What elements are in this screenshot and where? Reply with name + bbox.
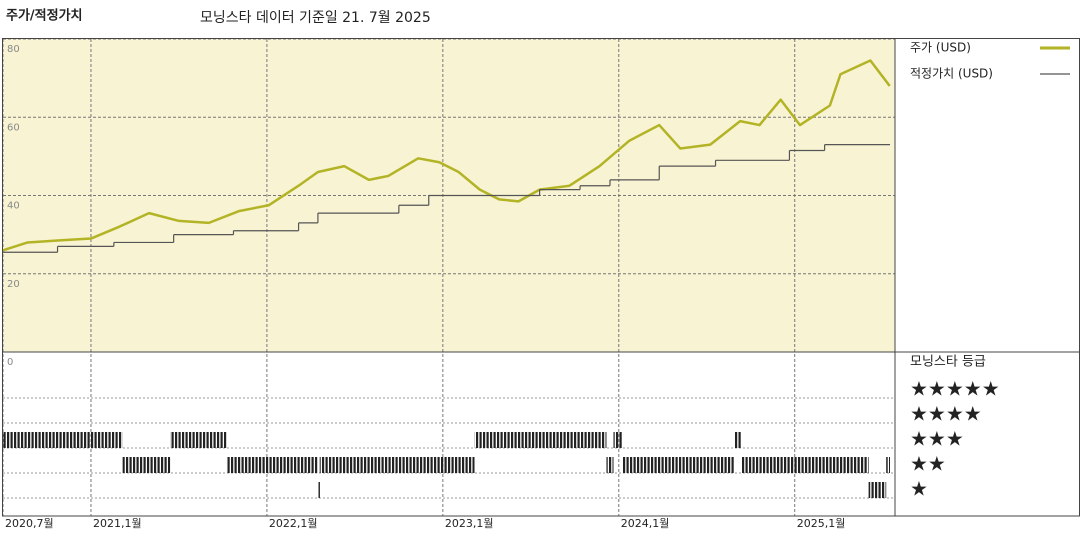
legend-label: 적정가치 (USD) [910, 67, 993, 81]
rating-bar [606, 457, 614, 473]
y-tick-label: 40 [7, 201, 20, 212]
chart-subtitle: 모닝스타 데이터 기준일 21. 7월 2025 [200, 10, 431, 26]
rating-bar [170, 432, 227, 448]
rating-bar [317, 482, 320, 498]
rating-bar [226, 457, 318, 473]
x-tick-label: 2022,1월 [269, 517, 318, 530]
chart-title: 주가/적정가치 [6, 8, 83, 24]
rating-level: ★★★★ [910, 402, 982, 426]
x-tick-label: 2023,1월 [445, 517, 494, 530]
rating-level: ★ [910, 477, 928, 501]
rating-bar [613, 432, 623, 448]
rating-bar [474, 432, 607, 448]
rating-bar [734, 432, 742, 448]
legend-label: 주가 (USD) [910, 41, 971, 55]
y-tick-label: 0 [7, 357, 13, 368]
rating-level: ★★ [910, 452, 946, 476]
y-tick-label: 60 [7, 122, 20, 133]
rating-level: ★★★★★ [910, 377, 1000, 401]
y-tick-label: 80 [7, 44, 20, 55]
rating-bar [622, 457, 735, 473]
x-tick-label: 2025,1월 [797, 517, 846, 530]
rating-level: ★★★ [910, 427, 964, 451]
x-tick-label: 2024,1월 [621, 517, 670, 530]
rating-bar [741, 457, 869, 473]
rating-bar [886, 457, 890, 473]
x-tick-label: 2020,7월 [5, 517, 54, 530]
rating-bar [868, 482, 887, 498]
ratings-title: 모닝스타 등급 [910, 355, 986, 370]
rating-bar [3, 432, 123, 448]
price-line [2, 59, 891, 252]
rating-bar [122, 457, 171, 473]
y-tick-label: 20 [7, 279, 20, 290]
x-tick-label: 2021,1월 [93, 517, 142, 530]
rating-bar [319, 457, 475, 473]
